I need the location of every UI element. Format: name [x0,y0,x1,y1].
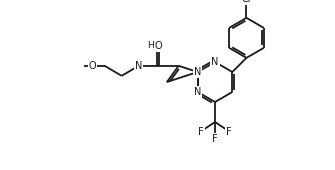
Text: O: O [155,41,162,51]
Text: H: H [147,41,154,50]
Text: F: F [226,127,232,137]
Text: N: N [211,57,219,67]
Text: N: N [194,87,201,97]
Text: O: O [89,61,96,71]
Text: F: F [212,134,218,144]
Text: F: F [198,127,204,137]
Text: Cl: Cl [242,0,251,4]
Text: N: N [194,67,201,77]
Text: N: N [135,61,142,71]
